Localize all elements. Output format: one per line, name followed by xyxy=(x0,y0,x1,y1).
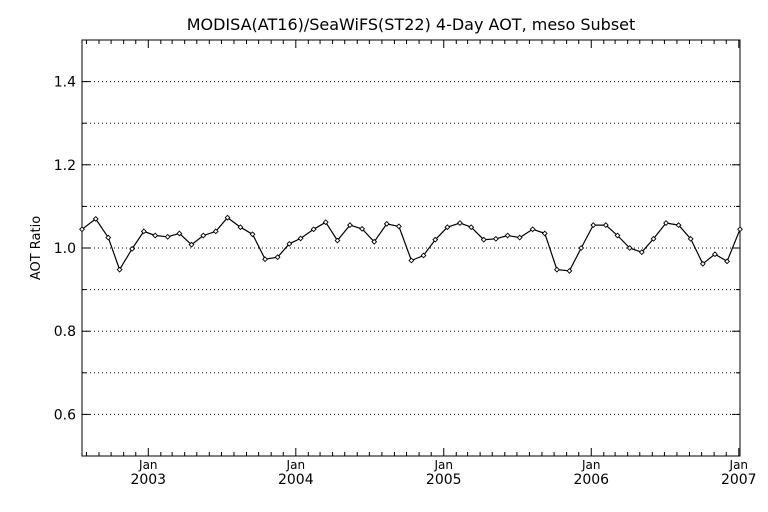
data-point xyxy=(371,238,378,245)
data-point xyxy=(408,257,415,264)
data-point xyxy=(590,222,597,229)
data-point xyxy=(529,226,536,233)
data-point xyxy=(432,236,439,243)
data-point xyxy=(383,220,390,227)
data-point xyxy=(516,234,523,241)
data-point xyxy=(249,231,256,238)
data-point xyxy=(200,232,207,239)
data-point xyxy=(297,235,304,242)
data-point xyxy=(212,228,219,235)
data-point xyxy=(347,222,353,229)
y-axis: 0.6 0.8 1.0 1.2 1.4 xyxy=(54,75,740,423)
series-group xyxy=(79,214,743,274)
x-tick-month-label: Jan xyxy=(729,458,749,472)
data-point xyxy=(224,214,231,221)
data-point xyxy=(663,220,669,226)
data-point xyxy=(492,235,499,242)
y-tick-label: 0.6 xyxy=(54,407,76,423)
data-point xyxy=(566,267,573,274)
data-point xyxy=(176,230,183,237)
x-tick-year-label: 2006 xyxy=(573,472,609,488)
data-point xyxy=(79,226,85,233)
data-point xyxy=(504,232,511,239)
data-point xyxy=(116,266,123,273)
data-point xyxy=(359,225,366,232)
chart-title: MODISA(AT16)/SeaWiFS(ST22) 4-Day AOT, me… xyxy=(187,15,636,34)
data-point xyxy=(286,240,293,247)
y-tick-label: 0.8 xyxy=(54,324,76,340)
data-point xyxy=(675,222,682,229)
data-point xyxy=(614,232,621,239)
data-point xyxy=(164,233,171,240)
x-tick-month-label: Jan xyxy=(433,458,453,472)
data-point xyxy=(334,237,341,244)
data-point xyxy=(553,266,560,273)
x-tick-year-label: 2005 xyxy=(426,472,462,488)
data-point xyxy=(420,252,427,259)
x-tick-year-label: 2004 xyxy=(278,472,314,488)
y-tick-label: 1.4 xyxy=(54,75,76,91)
data-point xyxy=(395,223,402,230)
data-point xyxy=(274,254,281,261)
data-point xyxy=(468,224,475,231)
data-point xyxy=(699,260,706,267)
data-point xyxy=(322,219,329,226)
data-point xyxy=(638,249,645,256)
x-tick-year-label: 2007 xyxy=(721,472,757,488)
data-point xyxy=(626,245,633,251)
data-point xyxy=(578,245,585,251)
data-point xyxy=(152,232,159,239)
data-point xyxy=(92,215,99,222)
data-point xyxy=(105,234,112,241)
data-point xyxy=(712,251,718,258)
x-tick-month-label: Jan xyxy=(138,458,158,472)
y-axis-label: AOT Ratio xyxy=(29,216,44,280)
data-point xyxy=(602,222,609,229)
x-tick-year-label: 2003 xyxy=(130,472,166,488)
data-point xyxy=(541,230,548,237)
data-point xyxy=(650,235,657,242)
y-tick-label: 1.2 xyxy=(54,158,76,174)
data-point xyxy=(687,235,694,242)
x-tick-month-label: Jan xyxy=(581,458,601,472)
data-point xyxy=(737,226,743,233)
data-point xyxy=(456,220,463,226)
data-point xyxy=(310,226,317,233)
data-point xyxy=(444,224,451,231)
y-tick-label: 1.0 xyxy=(54,241,76,257)
data-point xyxy=(262,256,269,263)
data-point xyxy=(724,258,731,265)
x-tick-month-label: Jan xyxy=(286,458,306,472)
data-point xyxy=(140,228,147,235)
data-point xyxy=(129,245,136,252)
data-point xyxy=(188,241,195,248)
data-point xyxy=(237,224,244,231)
gridlines xyxy=(82,81,740,415)
data-point xyxy=(480,236,487,243)
